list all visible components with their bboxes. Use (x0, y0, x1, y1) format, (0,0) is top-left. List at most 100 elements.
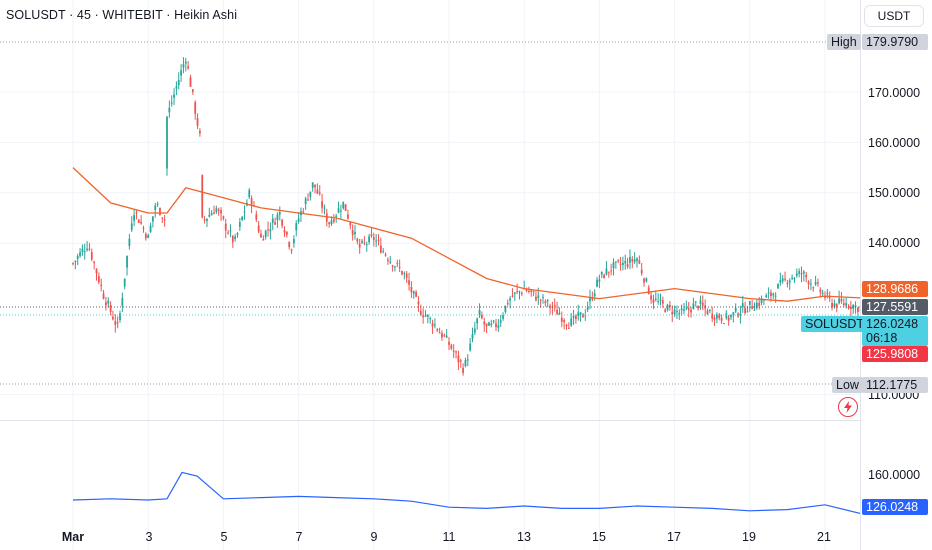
candle-body (772, 293, 775, 296)
candle-body (391, 265, 394, 267)
candle-body (596, 279, 598, 287)
candle-body (720, 317, 723, 321)
candle-body (81, 248, 84, 252)
candle-body (307, 199, 309, 201)
candle-body (189, 77, 192, 87)
candle-body (342, 201, 345, 209)
symbol-title[interactable]: SOLUSDT · 45 · WHITEBIT · Heikin Ashi (6, 8, 238, 22)
candle-body (661, 300, 664, 304)
candle-body (163, 219, 166, 221)
candle-body (567, 327, 570, 329)
candle-body (278, 211, 281, 215)
candle-body (293, 238, 295, 244)
candle-body (671, 311, 674, 315)
candle-body (119, 313, 121, 321)
candle-body (570, 318, 573, 326)
candle-body (443, 335, 446, 337)
candle-body (302, 211, 305, 213)
candle-body (290, 249, 293, 251)
candle-body (335, 215, 338, 217)
candle-body (842, 303, 845, 306)
candle-body (589, 297, 591, 302)
grid (0, 0, 860, 550)
candle-body (840, 298, 843, 302)
candle-body (847, 306, 850, 308)
candle-body (133, 215, 135, 221)
candle-body (539, 299, 542, 301)
candle-body (464, 359, 467, 367)
candle-body (633, 259, 636, 262)
candle-body (711, 313, 714, 319)
candle-body (499, 320, 502, 323)
candle-body (100, 284, 103, 287)
candle-body (586, 307, 589, 310)
candle-body (697, 306, 699, 309)
indicator-tick: 160.0000 (868, 468, 921, 482)
candle-body (824, 295, 826, 298)
candle-body (147, 234, 150, 239)
candle-body (349, 222, 352, 226)
candle-body (417, 301, 420, 305)
candle-body (149, 225, 152, 233)
currency-button[interactable]: USDT (864, 5, 924, 27)
candle-body (734, 307, 737, 312)
candle-body (497, 325, 500, 328)
candle-body (669, 305, 671, 307)
candle-body (466, 359, 469, 361)
candle-body (311, 182, 314, 188)
candle-body (351, 229, 354, 236)
candle-body (191, 89, 194, 92)
candle-body (86, 248, 88, 251)
candle-body (558, 312, 561, 315)
candle-body (431, 323, 434, 327)
candle-body (572, 315, 575, 318)
candle-body (236, 233, 239, 235)
candle-body (647, 287, 650, 295)
candle-body (234, 236, 237, 239)
pane-separator[interactable] (0, 420, 860, 421)
candle-body (532, 291, 535, 293)
candle-body (786, 282, 789, 284)
candle-body (72, 263, 74, 265)
candle-body (746, 311, 749, 313)
candle-body (196, 118, 199, 126)
candle-body (835, 303, 838, 308)
candle-body (838, 298, 840, 304)
last-price-tag: 126.0248 06:18 (862, 316, 928, 346)
price-chart[interactable] (0, 0, 860, 550)
candle-body (690, 309, 692, 313)
candle-body (152, 216, 154, 222)
candle-body (387, 259, 389, 261)
price-tick: 150.0000 (868, 186, 921, 200)
candle-body (831, 302, 833, 308)
candle-body (410, 286, 413, 293)
candle-body (264, 230, 267, 238)
candle-body (194, 102, 197, 114)
candle-body (154, 205, 157, 211)
ma-value-tag: 128.9686 (862, 281, 928, 297)
candle-body (206, 218, 208, 222)
candle-body (112, 316, 114, 320)
candle-body (283, 230, 286, 233)
candle-body (730, 315, 732, 318)
candle-body (370, 234, 373, 237)
candle-body (97, 276, 100, 283)
candle-body (473, 328, 476, 333)
candle-body (401, 271, 403, 275)
candle-body (525, 289, 528, 292)
candle-body (187, 66, 190, 69)
axis-separator (860, 0, 861, 550)
candle-body (631, 259, 634, 262)
candle-body (774, 295, 777, 297)
candle-body (450, 345, 453, 349)
lightning-icon[interactable] (838, 397, 858, 417)
candle-body (248, 190, 251, 198)
candle-body (600, 271, 603, 275)
candle-body (159, 207, 161, 216)
time-label: 17 (667, 530, 681, 544)
candle-body (810, 283, 812, 285)
candle-body (257, 225, 260, 232)
candle-body (716, 314, 718, 319)
candle-body (612, 262, 615, 269)
